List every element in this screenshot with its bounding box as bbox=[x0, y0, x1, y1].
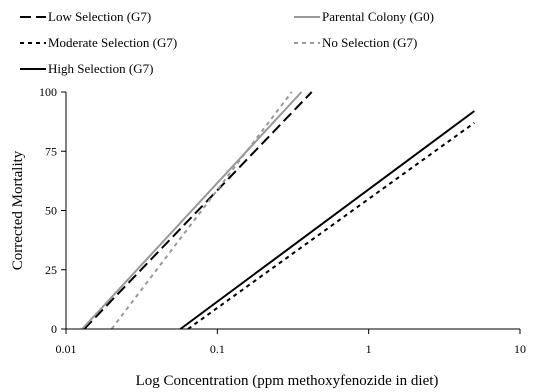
legend-label: No Selection (G7) bbox=[322, 35, 417, 50]
x-tick-label: 0.01 bbox=[56, 342, 77, 356]
series-layer bbox=[81, 91, 475, 330]
series-line bbox=[81, 91, 303, 330]
y-tick-label: 0 bbox=[51, 322, 57, 336]
series-line bbox=[83, 91, 313, 330]
series-line bbox=[179, 110, 475, 330]
y-tick-label: 100 bbox=[39, 85, 57, 99]
x-tick-label: 0.1 bbox=[210, 342, 225, 356]
series-line bbox=[110, 91, 293, 330]
x-axis-title: Log Concentration (ppm methoxyfenozide i… bbox=[136, 373, 439, 389]
y-tick-label: 25 bbox=[45, 263, 57, 277]
legend-label: High Selection (G7) bbox=[48, 61, 153, 76]
y-tick-label: 50 bbox=[45, 204, 57, 218]
plot-area: 0 25 50 75 100 0.01 0.1 1 10 bbox=[39, 85, 526, 356]
legend-label: Moderate Selection (G7) bbox=[48, 35, 177, 50]
x-tick-label: 1 bbox=[366, 342, 372, 356]
legend: Low Selection (G7) Parental Colony (G0) Mo… bbox=[20, 9, 434, 76]
y-tick-label: 75 bbox=[45, 144, 57, 158]
series-line bbox=[187, 121, 475, 330]
x-tick-label: 10 bbox=[514, 342, 526, 356]
y-ticks: 0 25 50 75 100 bbox=[39, 85, 66, 336]
legend-label: Low Selection (G7) bbox=[48, 9, 151, 24]
y-axis-title: Corrected Mortality bbox=[10, 150, 26, 270]
legend-label: Parental Colony (G0) bbox=[322, 9, 434, 24]
x-ticks: 0.01 0.1 1 10 bbox=[56, 329, 526, 356]
